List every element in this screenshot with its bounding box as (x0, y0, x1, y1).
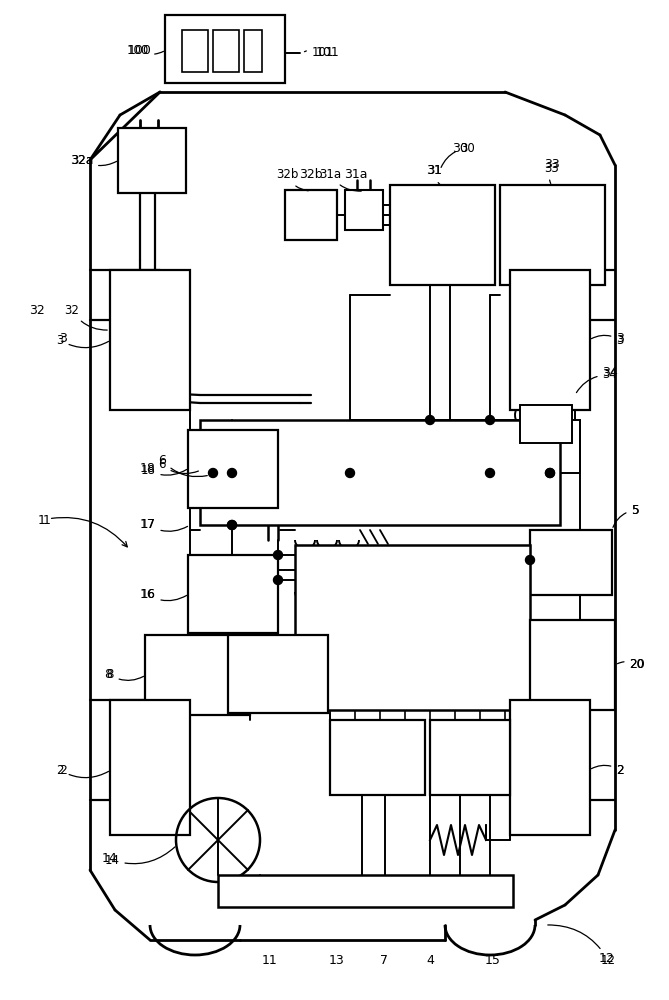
Bar (330, 720, 425, 795)
Text: 20: 20 (629, 658, 645, 672)
Text: 34: 34 (602, 365, 618, 378)
Text: 100: 100 (127, 43, 163, 56)
Text: 34: 34 (577, 368, 617, 393)
Text: 32b: 32b (276, 168, 308, 191)
Text: 1: 1 (38, 514, 127, 547)
Bar (118, 128, 186, 193)
Text: 101: 101 (316, 46, 340, 60)
Text: 31a: 31a (345, 168, 368, 182)
Bar (510, 270, 590, 410)
Text: 32: 32 (65, 304, 107, 330)
Bar (530, 530, 612, 595)
Text: 31a: 31a (319, 167, 361, 191)
Bar (510, 700, 590, 835)
Text: 2: 2 (56, 764, 108, 778)
Text: 2: 2 (591, 764, 624, 776)
Circle shape (425, 416, 434, 424)
Bar (500, 185, 605, 285)
Bar (213, 30, 239, 72)
Text: 12: 12 (599, 952, 615, 964)
Text: 16: 16 (140, 587, 156, 600)
Text: 18: 18 (140, 464, 187, 477)
Text: 32a: 32a (70, 153, 94, 166)
Text: 1: 1 (43, 514, 51, 526)
Circle shape (209, 468, 217, 478)
Text: 18: 18 (140, 462, 156, 475)
Bar (285, 190, 337, 240)
Text: 8: 8 (104, 668, 112, 682)
Text: 6: 6 (158, 454, 207, 477)
Text: 32: 32 (29, 304, 45, 316)
Text: 4: 4 (426, 954, 434, 966)
Circle shape (274, 576, 282, 584)
Text: 5: 5 (632, 504, 640, 516)
Text: 20: 20 (617, 658, 644, 672)
Circle shape (526, 556, 535, 564)
Text: 17: 17 (140, 518, 187, 532)
Circle shape (486, 416, 494, 424)
Text: 32a: 32a (71, 153, 116, 166)
Text: 32b: 32b (299, 168, 323, 182)
Text: 3: 3 (591, 334, 624, 347)
Text: 14: 14 (102, 852, 118, 864)
Text: 33: 33 (544, 158, 560, 172)
Text: 15: 15 (485, 954, 501, 966)
Bar (200, 420, 560, 525)
Bar (520, 405, 572, 443)
Text: 30: 30 (452, 141, 468, 154)
Text: 100: 100 (128, 43, 152, 56)
Circle shape (274, 550, 282, 560)
Text: 6: 6 (159, 458, 199, 474)
Bar (218, 875, 513, 907)
Text: 13: 13 (329, 954, 345, 966)
Text: 101: 101 (304, 46, 334, 60)
Circle shape (227, 520, 237, 530)
Bar (110, 270, 190, 410)
Text: 14: 14 (104, 847, 175, 866)
Text: 33: 33 (545, 161, 559, 184)
Bar (182, 30, 208, 72)
Bar (430, 720, 510, 795)
Text: 2: 2 (59, 764, 67, 776)
Text: 8: 8 (106, 668, 144, 682)
Circle shape (227, 520, 237, 530)
Circle shape (486, 468, 494, 478)
Text: 11: 11 (262, 954, 278, 966)
Circle shape (345, 468, 355, 478)
Bar (390, 185, 495, 285)
Text: 30: 30 (441, 141, 476, 167)
Text: 3: 3 (56, 334, 108, 348)
Bar (530, 620, 615, 710)
Text: 3: 3 (59, 332, 67, 344)
Bar (188, 430, 278, 508)
Text: 5: 5 (613, 504, 639, 527)
Bar (188, 555, 278, 633)
Bar (145, 635, 250, 715)
Text: 31: 31 (427, 164, 442, 184)
Bar (345, 190, 383, 230)
Circle shape (545, 468, 555, 478)
Circle shape (545, 468, 555, 478)
Text: 7: 7 (380, 954, 388, 966)
Text: 16: 16 (140, 588, 187, 601)
Bar (244, 30, 262, 72)
Bar (165, 15, 285, 83)
Text: 3: 3 (616, 332, 624, 344)
Bar (110, 700, 190, 835)
Bar (295, 545, 530, 710)
Text: 17: 17 (140, 518, 156, 532)
Text: 31: 31 (426, 164, 442, 178)
Bar (228, 635, 328, 713)
Circle shape (227, 468, 237, 478)
Text: 2: 2 (616, 764, 624, 776)
Text: 12: 12 (548, 925, 615, 966)
